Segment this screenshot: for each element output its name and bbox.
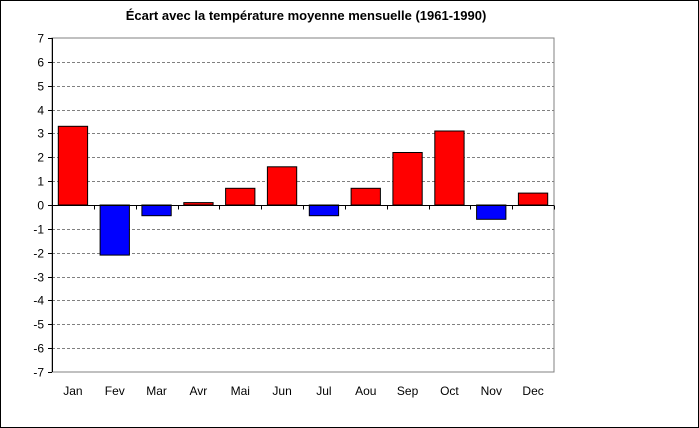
y-tick-label: 4: [37, 104, 44, 118]
y-tick-label: 1: [37, 175, 44, 189]
bar-mar: [141, 204, 172, 217]
y-tick-label: 0: [37, 199, 44, 213]
bar-dec: [517, 192, 549, 206]
x-tick-label: Dec: [522, 384, 543, 398]
y-tick-label: -1: [33, 223, 44, 237]
x-tick-label: Sep: [397, 384, 419, 398]
bar-nov: [476, 204, 507, 220]
x-tick-label: Aou: [355, 384, 376, 398]
bar-avr: [183, 202, 214, 206]
x-tick-label: Oct: [440, 384, 459, 398]
bar-aou: [350, 187, 381, 206]
y-tick-label: 3: [37, 127, 44, 141]
y-tick-label: -2: [33, 247, 44, 261]
bar-jun: [266, 166, 298, 206]
axis-layer: [48, 38, 555, 373]
bar-layer: [57, 125, 549, 256]
chart-title: Écart avec la température moyenne mensue…: [125, 8, 487, 23]
bar-mai: [225, 187, 256, 206]
y-tick-label: 6: [37, 56, 44, 70]
x-tick-label: Jun: [272, 384, 291, 398]
y-tick-label: -7: [33, 366, 44, 380]
bar-oct: [434, 130, 465, 206]
y-tick-label: -4: [33, 294, 44, 308]
bar-sep: [392, 152, 423, 206]
x-tick-label: Nov: [481, 384, 502, 398]
bar-jan: [57, 125, 89, 206]
y-tick-label: 7: [37, 32, 44, 46]
y-tick-label: -3: [33, 271, 44, 285]
y-tick-label: 2: [37, 151, 44, 165]
x-tick-label: Fev: [105, 384, 125, 398]
bar-jul: [308, 204, 340, 217]
y-tick-label: -5: [33, 318, 44, 332]
x-tick-label: Mar: [146, 384, 167, 398]
y-tick-label: 5: [37, 80, 44, 94]
x-tick-label: Jan: [63, 384, 82, 398]
x-tick-label: Avr: [190, 384, 208, 398]
x-tick-label: Mai: [231, 384, 250, 398]
label-layer: 7 6 5 4 3 2 1 0 -1 -2 -3 -4 -5 -6 -7 Jan Fev Mar Avr Mai Jun…: [33, 32, 543, 399]
y-tick-label: -6: [33, 342, 44, 356]
x-tick-label: Jul: [316, 384, 331, 398]
bar-fev: [99, 204, 130, 256]
